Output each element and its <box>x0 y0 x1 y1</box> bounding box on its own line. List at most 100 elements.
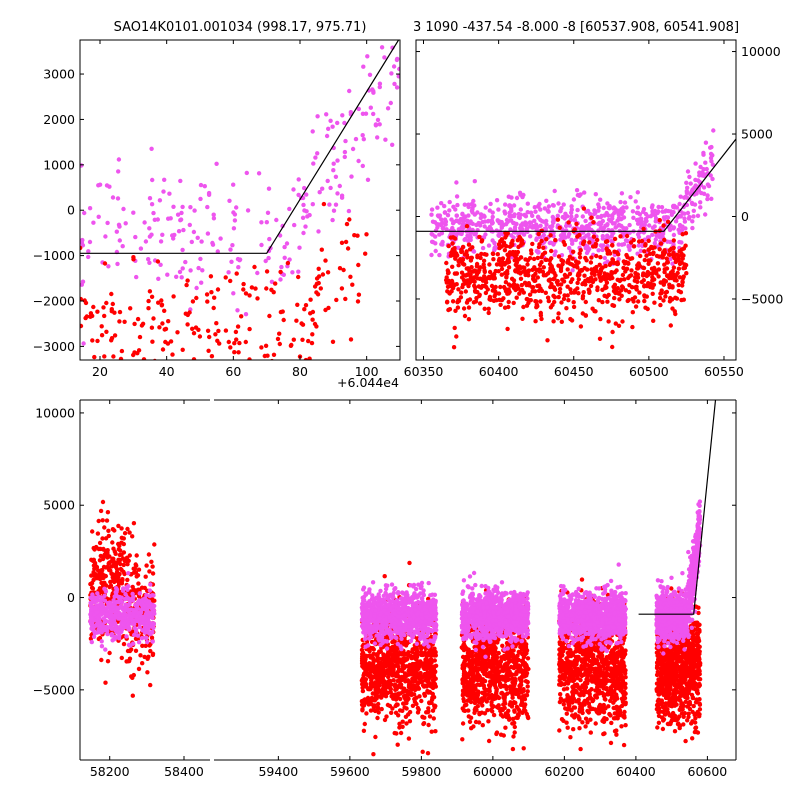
data-point <box>108 583 114 588</box>
data-point <box>253 286 258 291</box>
data-point <box>178 178 183 184</box>
data-point <box>606 213 611 218</box>
data-point <box>657 218 662 223</box>
data-point <box>120 244 125 249</box>
data-point <box>170 397 174 401</box>
data-point <box>116 169 121 174</box>
data-point <box>439 217 444 222</box>
data-point <box>143 643 148 648</box>
data-point <box>448 253 454 258</box>
data-point <box>426 580 431 586</box>
data-point <box>575 207 580 213</box>
data-point <box>126 571 131 576</box>
data-point <box>359 647 365 653</box>
data-point <box>427 701 432 706</box>
data-point <box>288 343 294 348</box>
axes-frame <box>79 39 401 361</box>
data-point <box>243 312 249 317</box>
data-point <box>456 297 461 303</box>
data-point <box>168 339 174 344</box>
data-point <box>583 278 588 283</box>
data-point <box>106 528 111 533</box>
data-point <box>680 253 685 259</box>
data-point <box>325 178 330 184</box>
data-point <box>209 290 214 295</box>
data-point <box>549 248 554 254</box>
data-point <box>613 290 618 296</box>
data-point <box>376 592 381 597</box>
data-point <box>133 648 139 653</box>
data-point <box>657 295 663 301</box>
data-point <box>668 295 673 301</box>
data-point <box>571 197 577 202</box>
data-point <box>534 299 539 304</box>
data-point <box>147 588 153 593</box>
data-point <box>105 510 111 515</box>
data-point <box>532 289 538 294</box>
data-point <box>147 289 153 294</box>
data-point <box>148 582 153 587</box>
data-point <box>581 290 586 295</box>
data-point <box>583 246 588 251</box>
data-point <box>531 273 536 279</box>
data-point <box>131 594 136 600</box>
data-point <box>150 571 156 576</box>
data-point <box>96 546 102 552</box>
data-point <box>111 354 116 359</box>
data-point <box>482 283 487 289</box>
data-point <box>80 237 85 243</box>
data-point <box>530 241 535 247</box>
data-point <box>234 271 239 276</box>
data-point <box>422 715 427 720</box>
data-point <box>345 246 351 251</box>
data-point <box>381 683 386 688</box>
data-point <box>680 279 685 284</box>
data-point <box>399 677 404 683</box>
data-point <box>142 220 147 225</box>
data-point <box>143 635 148 640</box>
data-point <box>556 311 561 316</box>
data-point <box>605 251 610 256</box>
data-point <box>239 314 244 319</box>
data-point <box>535 255 540 261</box>
data-point <box>521 304 526 310</box>
data-point <box>690 219 695 224</box>
data-point <box>627 247 632 252</box>
data-point <box>211 212 216 217</box>
data-point <box>551 285 556 290</box>
data-point <box>380 597 386 603</box>
data-point <box>642 222 647 228</box>
data-point <box>594 264 599 270</box>
data-point <box>98 612 104 617</box>
data-point <box>440 239 445 245</box>
data-point <box>294 318 299 323</box>
data-point <box>98 553 104 559</box>
data-point <box>600 236 606 241</box>
data-point <box>146 599 152 604</box>
data-point <box>619 191 625 196</box>
data-point <box>118 566 124 572</box>
data-point <box>121 569 126 575</box>
data-point <box>566 220 571 225</box>
data-point <box>296 274 301 280</box>
data-point <box>455 202 460 208</box>
data-point <box>421 588 426 593</box>
data-point <box>641 265 647 271</box>
data-point <box>86 254 91 260</box>
data-point <box>602 277 608 282</box>
data-point <box>349 174 354 179</box>
data-point <box>331 208 337 213</box>
data-point <box>335 158 340 163</box>
data-point <box>90 558 96 563</box>
data-point <box>703 212 708 217</box>
data-point <box>103 565 109 570</box>
data-point <box>396 591 401 596</box>
data-point <box>495 252 500 257</box>
data-point <box>537 242 542 247</box>
data-point <box>87 206 93 211</box>
data-point <box>435 213 441 218</box>
data-point <box>662 267 667 272</box>
data-point <box>464 224 470 229</box>
data-point <box>196 361 200 365</box>
data-point <box>149 146 154 151</box>
